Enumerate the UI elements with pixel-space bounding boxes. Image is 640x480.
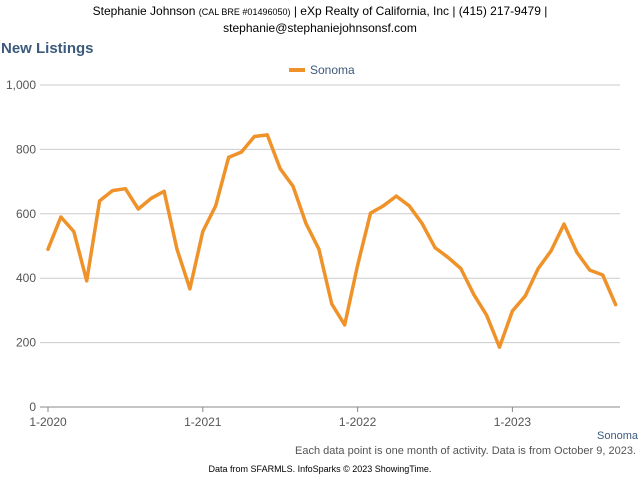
- data-point: [162, 189, 166, 193]
- data-point: [614, 303, 618, 307]
- data-point: [472, 292, 476, 296]
- data-point: [123, 187, 127, 191]
- series-line-sonoma: [46, 133, 618, 349]
- data-point: [536, 266, 540, 271]
- data-point: [291, 184, 295, 189]
- data-point: [381, 204, 385, 208]
- agent-name: Stephanie Johnson: [92, 4, 196, 18]
- y-tick-label: 1,000: [6, 78, 36, 92]
- data-point: [59, 215, 63, 219]
- agent-license: (CAL BRE #01496050): [198, 7, 291, 17]
- x-tick-label: 1-2022: [339, 415, 377, 429]
- x-tick-label: 1-2023: [494, 415, 532, 429]
- y-tick-label: 200: [16, 336, 36, 350]
- data-point: [201, 229, 205, 234]
- data-point: [239, 150, 244, 154]
- x-tick-label: 1-2021: [184, 415, 222, 429]
- x-tick-label: 1-2020: [29, 415, 67, 429]
- agent-header: Stephanie Johnson (CAL BRE #01496050) | …: [0, 0, 640, 37]
- data-point: [420, 221, 424, 226]
- data-point: [304, 221, 308, 226]
- data-point: [214, 204, 218, 208]
- data-point: [252, 134, 256, 139]
- data-point: [85, 279, 89, 283]
- data-point: [549, 249, 553, 253]
- data-point: [510, 309, 514, 313]
- y-tick-label: 400: [16, 271, 36, 285]
- data-point: [588, 268, 592, 272]
- data-point: [394, 194, 398, 198]
- agent-contact: | eXp Realty of California, Inc | (415) …: [293, 4, 548, 18]
- data-point: [459, 266, 463, 271]
- data-point: [562, 222, 566, 226]
- data-point: [601, 273, 605, 277]
- data-point: [98, 199, 102, 203]
- data-point: [497, 345, 502, 349]
- y-tick-label: 800: [16, 142, 36, 156]
- source-credit: Data from SFARMLS. InfoSparks © 2023 Sho…: [208, 464, 432, 474]
- data-point: [407, 204, 411, 208]
- data-point: [317, 247, 321, 251]
- data-point: [368, 211, 373, 215]
- agent-email: stephanie@stephaniejohnsonsf.com: [223, 21, 417, 35]
- data-point: [575, 250, 579, 255]
- data-point: [265, 133, 269, 137]
- data-point: [110, 189, 115, 193]
- data-point: [72, 229, 76, 234]
- series-end-label: Sonoma: [597, 430, 638, 442]
- data-point: [330, 302, 334, 306]
- agent-line-1: Stephanie Johnson (CAL BRE #01496050) | …: [0, 3, 640, 20]
- data-point: [485, 313, 489, 317]
- data-point: [227, 155, 231, 160]
- legend-label: Sonoma: [310, 63, 355, 77]
- y-tick-label: 600: [16, 207, 36, 221]
- y-tick-label: 0: [29, 400, 36, 414]
- data-point: [343, 323, 347, 327]
- data-point: [46, 247, 50, 251]
- data-point: [446, 255, 450, 259]
- page-title: New Listings: [1, 40, 94, 57]
- data-point: [136, 207, 140, 211]
- data-point: [523, 294, 527, 298]
- data-point: [356, 263, 360, 267]
- footnote: Each data point is one month of activity…: [295, 445, 636, 457]
- data-point: [188, 287, 192, 291]
- data-point: [149, 196, 153, 200]
- data-point: [175, 247, 179, 251]
- data-point: [433, 246, 437, 250]
- data-point: [278, 167, 282, 171]
